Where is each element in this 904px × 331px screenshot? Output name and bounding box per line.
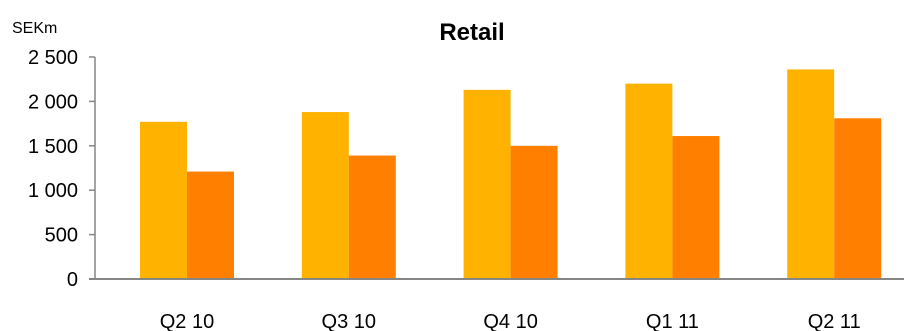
- x-category-label: Q2 10: [160, 311, 214, 331]
- y-tick-label: 2 000: [28, 91, 78, 113]
- bar-series-1-q4-10: [463, 89, 511, 279]
- y-tick-label: 500: [45, 225, 78, 247]
- bar-series-1-q3-10: [301, 112, 349, 279]
- x-category-label: Q3 10: [322, 311, 376, 331]
- y-axis-tick-labels: 0 500 1 000 1 500 2 000 2 500: [28, 47, 78, 291]
- x-axis-category-labels: Q2 10 Q3 10 Q4 10 Q1 11 Q2 11: [160, 311, 861, 331]
- bar-series-2-q1-11: [672, 136, 720, 279]
- bar-series-1-q2-11: [787, 69, 835, 279]
- x-category-label: Q2 11: [808, 311, 861, 331]
- x-category-label: Q4 10: [483, 311, 537, 331]
- chart-title: Retail: [439, 19, 504, 46]
- bar-series-2-q4-10: [510, 145, 558, 279]
- y-tick-label: 1 000: [28, 180, 78, 202]
- y-unit-label: SEKm: [12, 20, 57, 37]
- bars: [140, 69, 882, 279]
- x-category-label: Q1 11: [646, 311, 699, 331]
- bar-series-1-q2-10: [140, 121, 187, 279]
- bar-series-2-q3-10: [348, 155, 396, 279]
- y-tick-label: 0: [67, 269, 78, 291]
- x-axis-ticks: [89, 56, 95, 280]
- y-tick-label: 1 500: [28, 136, 78, 158]
- bar-series-2-q2-10: [187, 171, 234, 279]
- bar-series-2-q2-11: [834, 118, 882, 279]
- bar-series-1-q1-11: [625, 83, 673, 279]
- y-tick-label: 2 500: [28, 47, 78, 69]
